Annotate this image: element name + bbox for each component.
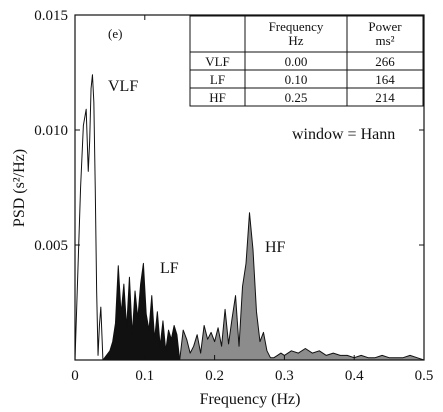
y-tick-label: 0.010 bbox=[34, 123, 68, 139]
series-vlf-area bbox=[74, 74, 104, 361]
panel-label: (e) bbox=[108, 26, 122, 41]
table-cell: 164 bbox=[375, 72, 395, 87]
hf-band-label: HF bbox=[265, 239, 286, 256]
y-tick-label: 0.015 bbox=[34, 8, 68, 24]
table-cell: 0.10 bbox=[285, 72, 308, 87]
plot-frame bbox=[74, 14, 425, 361]
ticks-layer: 0 0.1 0.2 0.3 0.4 0.5 0.005 0.010 0.015 bbox=[34, 8, 433, 384]
table-cell: VLF bbox=[205, 54, 230, 69]
y-tick-label: 0.005 bbox=[34, 238, 68, 254]
table-header-cell: Frequency Hz bbox=[269, 19, 324, 48]
series-layer bbox=[74, 74, 425, 361]
table-cell: 0.00 bbox=[285, 54, 308, 69]
table-header-cell: Power ms² bbox=[368, 19, 402, 48]
table-frame bbox=[189, 15, 424, 107]
table-cell: 266 bbox=[375, 54, 395, 69]
lf-band-label: LF bbox=[160, 260, 179, 277]
window-annotation: window = Hann bbox=[292, 126, 395, 143]
x-tick-label: 0 bbox=[71, 368, 79, 384]
table-cell: LF bbox=[210, 72, 225, 87]
table-cell: 214 bbox=[375, 90, 395, 105]
series-hf-area bbox=[179, 212, 425, 361]
table-cell: HF bbox=[209, 90, 226, 105]
x-tick-label: 0.1 bbox=[135, 368, 154, 384]
series-lf-area bbox=[102, 262, 181, 361]
x-tick-label: 0.2 bbox=[205, 368, 224, 384]
table-cell: 0.25 bbox=[285, 90, 308, 105]
x-tick-label: 0.5 bbox=[415, 368, 434, 384]
x-axis-title: Frequency (Hz) bbox=[200, 391, 301, 408]
summary-table: Frequency Hz Power ms² VLF 0.00 266 LF 0.10 164 HF… bbox=[189, 15, 424, 107]
x-tick-label: 0.4 bbox=[345, 368, 364, 384]
x-tick-label: 0.3 bbox=[275, 368, 294, 384]
y-axis-title: PSD (s²/Hz) bbox=[11, 149, 28, 227]
vlf-band-label: VLF bbox=[108, 78, 138, 95]
